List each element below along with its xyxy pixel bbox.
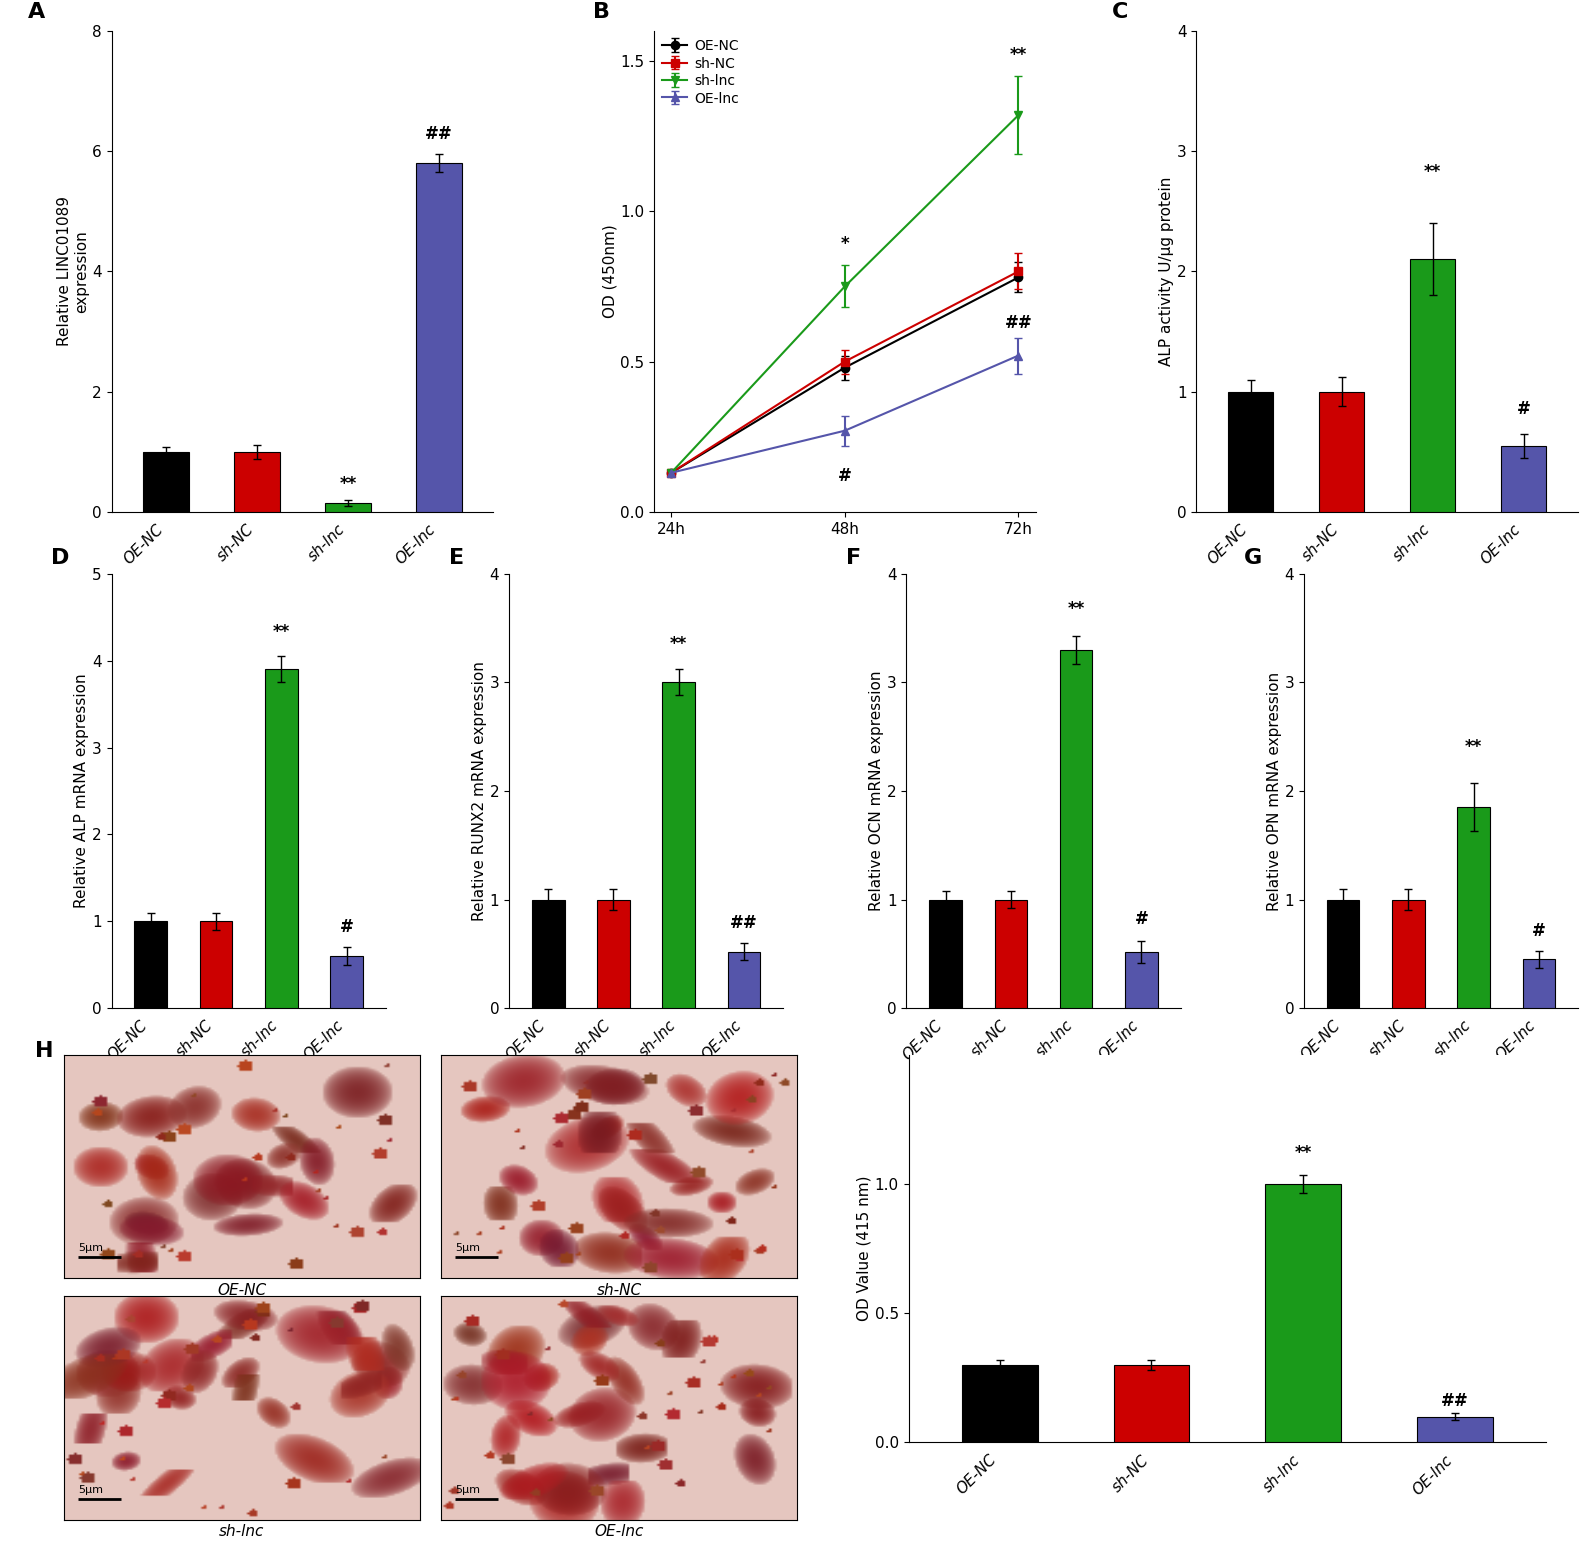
X-axis label: sh-NC: sh-NC [596, 1283, 642, 1298]
Y-axis label: Relative ALP mRNA expression: Relative ALP mRNA expression [75, 673, 89, 909]
Bar [330, 955, 363, 1008]
Bar [961, 1365, 1038, 1442]
Text: 5μm: 5μm [454, 1244, 480, 1253]
Text: F: F [846, 548, 861, 568]
Text: 5μm: 5μm [78, 1244, 102, 1253]
Bar [728, 952, 760, 1008]
Text: A: A [27, 2, 45, 22]
Bar [532, 900, 564, 1008]
Bar [199, 921, 233, 1008]
Text: **: ** [273, 624, 290, 641]
Text: ##: ## [730, 914, 757, 932]
Y-axis label: Relative LINC01089
expression: Relative LINC01089 expression [57, 197, 89, 346]
Bar [1060, 650, 1092, 1008]
Y-axis label: OD Value (415 nm): OD Value (415 nm) [858, 1176, 872, 1321]
Bar [325, 503, 371, 512]
Bar [598, 900, 630, 1008]
Text: H: H [35, 1041, 54, 1061]
Text: #: # [340, 918, 354, 937]
Text: ##: ## [1004, 313, 1033, 332]
Text: ##: ## [1441, 1391, 1470, 1410]
X-axis label: OE-NC: OE-NC [217, 1283, 266, 1298]
X-axis label: OE-lnc: OE-lnc [595, 1525, 644, 1539]
Text: **: ** [1068, 600, 1086, 619]
Bar [1266, 1183, 1341, 1442]
Bar [1125, 952, 1157, 1008]
Y-axis label: Relative OCN mRNA expression: Relative OCN mRNA expression [869, 670, 885, 912]
Y-axis label: OD (450nm): OD (450nm) [603, 225, 617, 318]
Text: #: # [838, 467, 851, 485]
Text: #: # [1532, 921, 1546, 940]
Y-axis label: ALP activity U/µg protein: ALP activity U/µg protein [1159, 177, 1173, 366]
Text: **: ** [1465, 738, 1482, 757]
Bar [134, 921, 167, 1008]
Bar [1502, 445, 1546, 512]
Text: **: ** [1294, 1145, 1312, 1162]
Bar [995, 900, 1027, 1008]
Y-axis label: Relative RUNX2 mRNA expression: Relative RUNX2 mRNA expression [472, 661, 486, 921]
Text: **: ** [1009, 47, 1027, 64]
Bar [1227, 392, 1274, 512]
Bar [1318, 392, 1364, 512]
Text: #: # [1516, 400, 1530, 419]
Text: B: B [593, 2, 611, 22]
Legend: OE-NC, sh-NC, sh-lnc, OE-lnc: OE-NC, sh-NC, sh-lnc, OE-lnc [662, 37, 740, 107]
Bar [1457, 807, 1490, 1008]
Text: D: D [51, 548, 70, 568]
Bar [1392, 900, 1425, 1008]
Bar [265, 670, 298, 1008]
Bar [1326, 900, 1360, 1008]
Text: ##: ## [426, 126, 453, 143]
Y-axis label: Relative OPN mRNA expression: Relative OPN mRNA expression [1267, 672, 1282, 910]
Bar [234, 451, 281, 512]
Text: 5μm: 5μm [78, 1484, 102, 1495]
Bar [663, 682, 695, 1008]
Bar [143, 451, 188, 512]
Text: E: E [450, 548, 464, 568]
Text: **: ** [669, 634, 687, 653]
Text: **: ** [340, 475, 357, 493]
Text: G: G [1243, 548, 1262, 568]
Bar [1114, 1365, 1189, 1442]
Bar [416, 163, 462, 512]
Text: C: C [1113, 2, 1129, 22]
Text: *: * [840, 236, 850, 253]
Bar [929, 900, 961, 1008]
Bar [1417, 1416, 1494, 1442]
Text: 5μm: 5μm [454, 1484, 480, 1495]
Text: #: # [1135, 910, 1148, 927]
Bar [1522, 959, 1556, 1008]
Text: **: ** [1423, 163, 1441, 181]
Bar [1409, 259, 1455, 512]
X-axis label: sh-lnc: sh-lnc [218, 1525, 265, 1539]
